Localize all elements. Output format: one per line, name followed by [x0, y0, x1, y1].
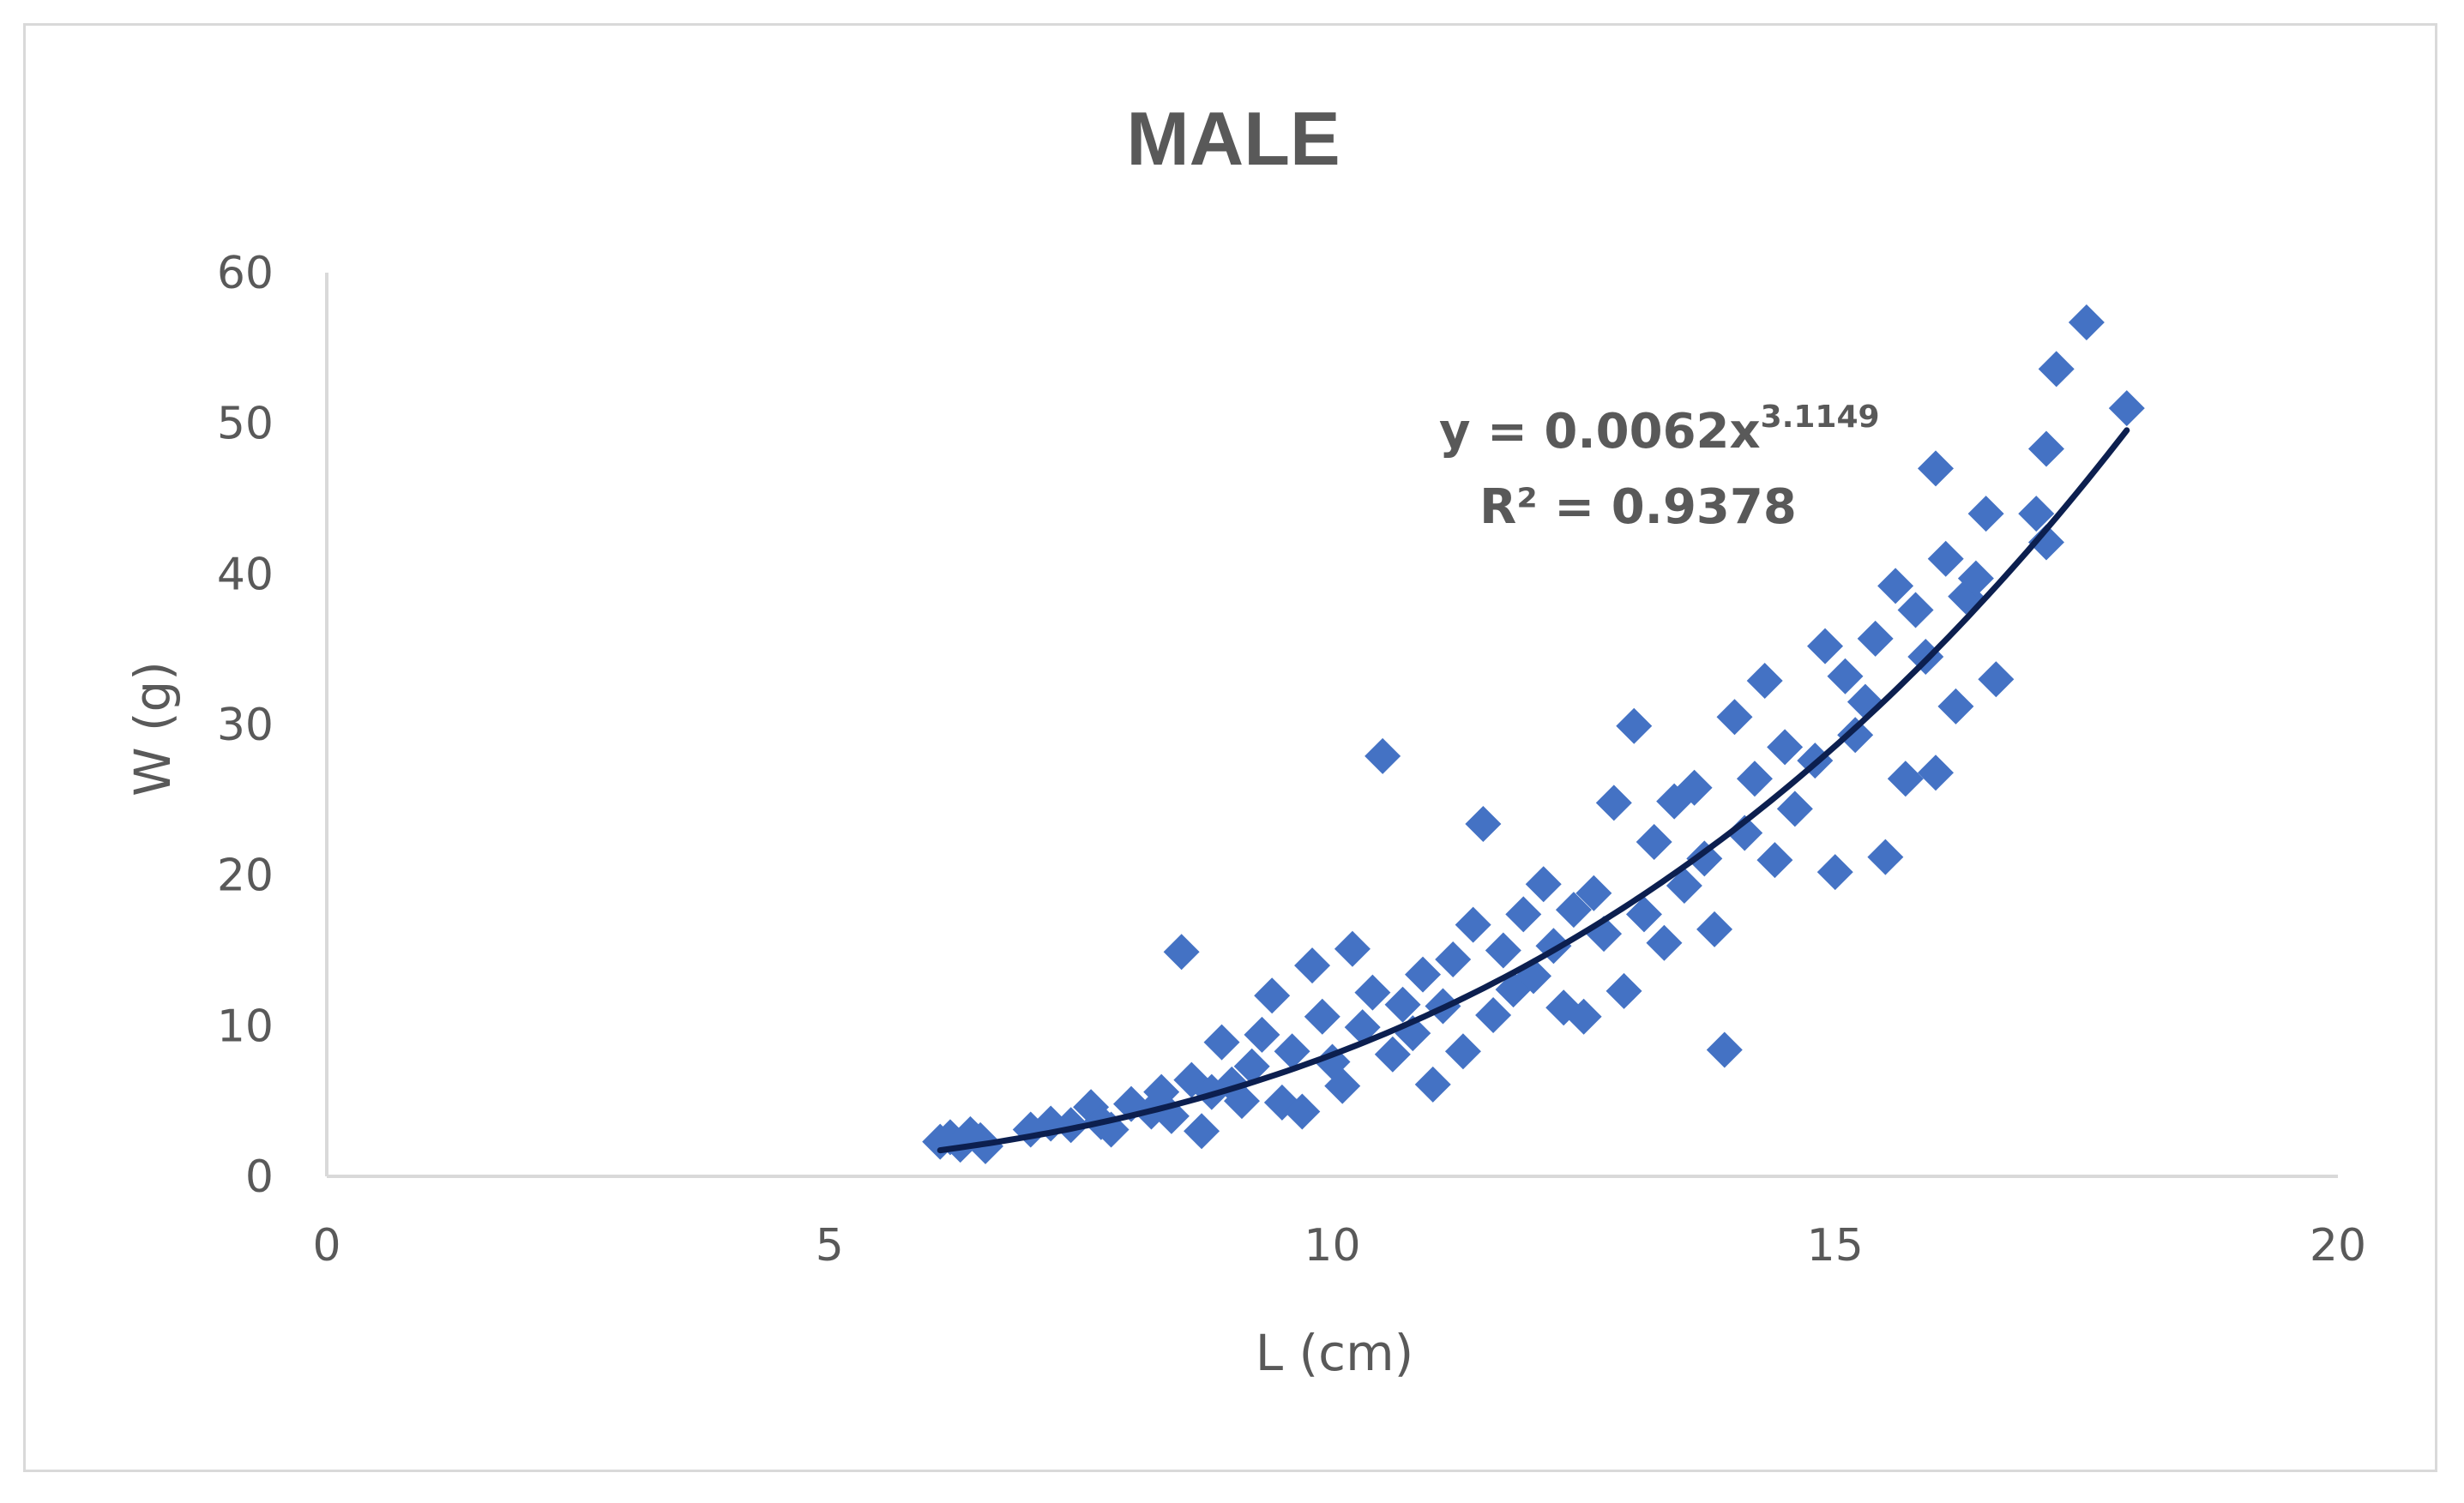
- data-point: [1957, 560, 1994, 597]
- data-point: [2108, 390, 2145, 427]
- data-point: [1203, 1024, 1240, 1061]
- data-point: [1485, 932, 1521, 969]
- data-point: [1706, 1031, 1743, 1068]
- data-point: [1837, 717, 1874, 754]
- trendline-equation-prefix: y = 0.0062x: [1439, 404, 1761, 460]
- y-tick-label: 30: [217, 700, 274, 751]
- y-tick-label: 60: [217, 248, 274, 299]
- data-point: [1686, 840, 1723, 877]
- data-point: [1606, 972, 1642, 1009]
- data-point: [1163, 934, 1200, 971]
- data-point: [2038, 351, 2075, 388]
- data-point: [1405, 956, 1442, 993]
- data-point: [1365, 737, 1401, 774]
- data-point: [1184, 1113, 1220, 1150]
- data-point: [1444, 1033, 1481, 1070]
- data-point: [1646, 924, 1683, 961]
- data-point: [1475, 997, 1512, 1034]
- data-point: [1284, 1093, 1321, 1130]
- data-point: [1636, 824, 1672, 861]
- data-point: [1726, 815, 1763, 851]
- data-point: [1414, 1066, 1451, 1103]
- data-point: [1565, 998, 1602, 1035]
- data-point: [1918, 755, 1954, 791]
- data-point: [1857, 620, 1894, 657]
- chart-title: MALE: [1126, 96, 1340, 181]
- data-point: [1877, 568, 1914, 604]
- data-point: [1897, 592, 1934, 628]
- data-point: [1304, 998, 1340, 1035]
- data-point: [1435, 941, 1472, 978]
- data-point: [1374, 1036, 1411, 1073]
- trendline-equation-exponent: 3.1149: [1761, 400, 1880, 435]
- data-point: [1233, 1048, 1270, 1085]
- data-point: [1384, 986, 1421, 1023]
- x-tick-label: 15: [1807, 1220, 1864, 1272]
- data-point: [1756, 842, 1793, 879]
- data-point: [1666, 867, 1702, 904]
- data-point: [1767, 729, 1804, 766]
- x-tick-label: 20: [2310, 1220, 2366, 1272]
- data-point: [1827, 658, 1864, 694]
- data-point: [1324, 1067, 1361, 1104]
- data-point: [1525, 866, 1562, 903]
- data-point: [1807, 628, 1844, 664]
- y-tick-label: 20: [217, 851, 274, 902]
- data-point: [1595, 785, 1632, 821]
- data-point: [1716, 699, 1753, 736]
- trendline-r-squared: R² = 0.9378: [1479, 479, 1797, 535]
- data-point: [2027, 524, 2064, 561]
- data-point: [1927, 540, 1964, 577]
- x-axis-label: L (cm): [1256, 1324, 1413, 1382]
- data-point: [1746, 663, 1783, 700]
- y-axis-label: W (g): [124, 661, 182, 797]
- y-tick-label: 10: [217, 1001, 274, 1052]
- data-point: [1887, 761, 1924, 797]
- data-point: [2068, 304, 2105, 340]
- data-point: [1455, 906, 1491, 943]
- data-point: [1505, 896, 1542, 933]
- trendline: [937, 427, 2130, 1154]
- data-point: [1978, 661, 2015, 698]
- x-tick-label: 5: [816, 1220, 844, 1272]
- chart-frame: [23, 23, 2437, 1472]
- data-point: [1244, 1016, 1280, 1053]
- data-point: [1625, 896, 1662, 933]
- data-points: [922, 304, 2145, 1164]
- data-point: [1334, 930, 1371, 967]
- data-point: [1354, 974, 1391, 1011]
- data-point: [1223, 1083, 1260, 1120]
- data-point: [1937, 688, 1974, 724]
- data-point: [1465, 805, 1502, 842]
- data-point: [1274, 1033, 1310, 1070]
- axes: 0 5 10 15 20 0 10 20 30 40 50 60: [217, 248, 2366, 1272]
- data-point: [1736, 761, 1773, 797]
- y-tick-label: 40: [217, 549, 274, 600]
- data-point: [1776, 791, 1813, 827]
- data-point: [2027, 430, 2064, 467]
- data-point: [1846, 683, 1883, 720]
- data-point: [1052, 1107, 1089, 1144]
- x-tick-label: 0: [312, 1220, 340, 1272]
- x-tick-label: 10: [1304, 1220, 1360, 1272]
- data-point: [1555, 892, 1592, 929]
- data-point: [1918, 450, 1954, 487]
- data-point: [2018, 496, 2055, 532]
- data-point: [1867, 839, 1904, 875]
- data-point: [1254, 977, 1291, 1014]
- y-tick-label: 50: [217, 399, 274, 450]
- data-point: [1696, 911, 1733, 947]
- data-point: [1967, 496, 2004, 532]
- trendline-equation: y = 0.0062x3.1149: [1439, 400, 1880, 460]
- data-point: [1816, 854, 1853, 891]
- data-point: [1676, 769, 1713, 806]
- data-point: [1294, 947, 1331, 984]
- y-tick-label: 0: [245, 1151, 274, 1203]
- data-point: [1575, 875, 1612, 911]
- data-point: [1616, 707, 1653, 744]
